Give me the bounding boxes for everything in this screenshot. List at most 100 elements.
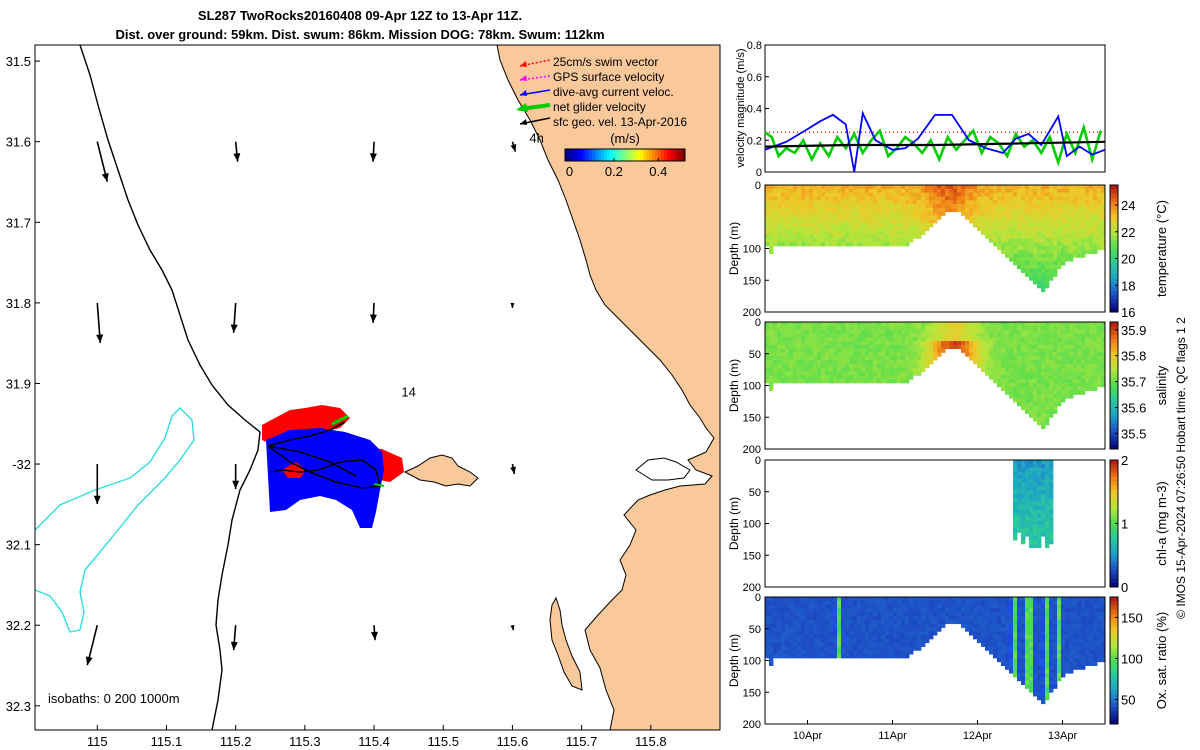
- geo-vector-arrow: [230, 302, 238, 333]
- velocity-y-tick-label: 0.8: [747, 40, 762, 52]
- map-y-tick-label: 32.3: [6, 699, 31, 714]
- legend-item-dive-avg: dive-avg current veloc.: [519, 85, 674, 99]
- map-x-tick-label: 115.2: [220, 734, 252, 749]
- map-x-tick-label: 115.5: [427, 734, 459, 749]
- temperature-colorbar-cell: [1110, 252, 1118, 258]
- temperature-colorbar: 16 18 20 22 24 temperature (°C): [1109, 184, 1169, 320]
- map-x-tick-label: 115.1: [151, 734, 183, 749]
- salinity-colorbar-frame: [1109, 321, 1119, 450]
- chla-colorbar-cell: [1110, 464, 1118, 469]
- chla-colorbar-cell: [1110, 506, 1118, 512]
- rottnest-island: [403, 454, 479, 487]
- map-colorbar-cell: [565, 149, 569, 161]
- temperature-colorbar-tick-label: 22: [1121, 225, 1135, 240]
- footer-note: © IMOS 15-Apr-2024 07:26:50 Hobart time.…: [1174, 317, 1188, 619]
- map-colorbar-tick-label: 0.4: [649, 164, 667, 179]
- oxygen-colorbar-cell: [1110, 707, 1118, 712]
- map-x-tick-label: 115.6: [497, 734, 529, 749]
- map-colorbar-tick-label: 0.2: [605, 164, 623, 179]
- figure-title-line1: SL287 TwoRocks20160408 09-Apr 12Z to 13-…: [197, 8, 523, 23]
- temperature-colorbar-cell: [1110, 303, 1118, 309]
- legend-label-dive-avg: dive-avg current veloc.: [553, 85, 674, 99]
- temperature-colorbar-cell: [1110, 240, 1118, 245]
- map-x-tick-label: 115.3: [289, 734, 321, 749]
- map-y-axis: 31.5 31.6 31.7 31.8 31.9 -32 32.1 32.2 32.3: [6, 54, 40, 714]
- velocity-y-tick-label: 0.2: [747, 135, 762, 147]
- map-colorbar-cell: [631, 149, 635, 161]
- legend-item-swim-vector: 25cm/s swim vector: [519, 55, 658, 69]
- map-colorbar-cell: [583, 149, 587, 161]
- temperature-colorbar-cell: [1110, 206, 1118, 211]
- salinity-colorbar-cell: [1110, 440, 1118, 446]
- time-x-tick-label: 11Apr: [878, 730, 907, 742]
- map-y-tick-label: 32.2: [6, 618, 31, 633]
- figure-title-line2: Dist. over ground: 59km. Dist. swum: 86k…: [115, 27, 605, 42]
- temperature-colorbar-cell: [1110, 231, 1118, 237]
- map-colorbar-cell: [670, 149, 674, 161]
- isobath-200m: [79, 45, 261, 730]
- oxygen-y-tick-label: 200: [743, 719, 761, 731]
- garden-island: [549, 596, 583, 691]
- temperature-panel: 0 100 150 200 Depth (m) 16 18 20 22 24 temperature…: [727, 180, 1169, 320]
- temperature-colorbar-cell: [1110, 286, 1118, 292]
- map-colorbar-cell: [577, 149, 581, 161]
- oxygen-colorbar-frame: [1109, 596, 1119, 725]
- map-x-tick-label: 115: [87, 734, 108, 749]
- land-mass: [403, 45, 720, 730]
- map-colorbar-cell: [676, 149, 680, 161]
- chla-colorbar-cell: [1110, 489, 1118, 495]
- map-colorbar-cell: [604, 149, 608, 161]
- salinity-colorbar-cell: [1110, 398, 1118, 403]
- geo-vector-arrow: [369, 141, 377, 162]
- chla-colorbar-tick-label: 0: [1121, 580, 1128, 595]
- legend-label-geo: sfc geo. vel. 13-Apr-2016: [553, 115, 687, 129]
- map-colorbar-cell: [610, 149, 614, 161]
- chla-colorbar-cell: [1110, 460, 1118, 465]
- chla-colorbar-cell: [1110, 553, 1118, 558]
- salinity-colorbar-tick-label: 35.6: [1121, 401, 1146, 416]
- chla-colorbar-cell: [1110, 574, 1118, 580]
- oxygen-y-tick-label: 150: [743, 687, 761, 699]
- temperature-colorbar-cell: [1110, 193, 1118, 199]
- oxygen-colorbar-tick-label: 50: [1121, 692, 1135, 707]
- map-colorbar-cell: [568, 149, 572, 161]
- chla-colorbar-cell: [1110, 544, 1118, 550]
- temperature-colorbar-cell: [1110, 261, 1118, 266]
- river-estuary: [635, 457, 691, 481]
- map-colorbar-cell: [667, 149, 671, 161]
- temperature-ylabel: Depth (m): [727, 222, 741, 275]
- map-colorbar-cell: [595, 149, 599, 161]
- chla-colorbar-cell: [1110, 519, 1118, 524]
- oxygen-y-tick-label: 100: [743, 656, 761, 668]
- oxygen-colorbar-cell: [1110, 605, 1118, 611]
- chla-colorbar-cell: [1110, 523, 1118, 529]
- salinity-colorbar-cell: [1110, 364, 1118, 370]
- map-legend: 25cm/s swim vector GPS surface velocity …: [516, 55, 687, 179]
- map-colorbar-cell: [598, 149, 602, 161]
- velocity-panel: 0 0.2 0.4 0.6 0.8 velocity magnitude (m/s): [735, 40, 1106, 179]
- map-colorbar-cell: [607, 149, 611, 161]
- salinity-colorbar-cell: [1110, 326, 1118, 331]
- time-x-tick-label: 10Apr: [793, 730, 823, 742]
- map-colorbar-cell: [637, 149, 641, 161]
- salinity-colorbar-cell: [1110, 393, 1118, 399]
- map-colorbar-cell: [625, 149, 629, 161]
- oxygen-colorbar-cell: [1110, 677, 1118, 683]
- chla-colorbar-tick-label: 2: [1121, 453, 1128, 468]
- legend-label-gps: GPS surface velocity: [553, 70, 664, 84]
- oxygen-colorbar-cell: [1110, 622, 1118, 628]
- geo-vector-arrow: [369, 302, 377, 323]
- temperature-colorbar-cell: [1110, 273, 1118, 279]
- chla-colorbar-cell: [1110, 540, 1118, 546]
- chla-colorbar-cell: [1110, 578, 1118, 584]
- map-colorbar-cell: [628, 149, 632, 161]
- chla-y-tick-label: 50: [749, 487, 761, 499]
- oxygen-colorbar-cell: [1110, 660, 1118, 666]
- map-colorbar-cell: [682, 149, 686, 161]
- chla-colorbar-cell: [1110, 527, 1118, 533]
- map-colorbar-cell: [613, 149, 617, 161]
- oxygen-colorbar-cell: [1110, 668, 1118, 674]
- legend-item-geo-velocity: sfc geo. vel. 13-Apr-2016: [519, 115, 687, 129]
- chla-y-tick-label: 150: [743, 550, 761, 562]
- oxygen-colorbar-cell: [1110, 673, 1118, 678]
